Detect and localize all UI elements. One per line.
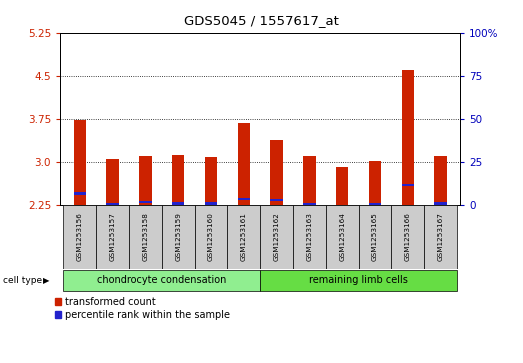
Bar	[260, 205, 293, 269]
Text: GSM1253158: GSM1253158	[142, 212, 149, 261]
Bar	[139, 156, 152, 205]
Bar	[369, 161, 381, 205]
Bar	[270, 140, 283, 205]
Bar	[293, 205, 326, 269]
Text: GSM1253160: GSM1253160	[208, 212, 214, 261]
Text: GSM1253159: GSM1253159	[175, 212, 181, 261]
Bar	[260, 270, 457, 291]
Bar	[205, 158, 217, 205]
Bar	[326, 205, 359, 269]
Bar	[434, 202, 447, 204]
Text: GSM1253157: GSM1253157	[110, 212, 116, 261]
Bar	[96, 205, 129, 269]
Bar	[402, 184, 414, 186]
Text: GSM1253166: GSM1253166	[405, 212, 411, 261]
Bar	[228, 205, 260, 269]
Bar	[195, 205, 228, 269]
Bar	[139, 201, 152, 203]
Bar	[205, 202, 217, 204]
Text: GSM1253167: GSM1253167	[438, 212, 444, 261]
Bar	[237, 197, 250, 200]
Text: GSM1253164: GSM1253164	[339, 212, 345, 261]
Bar	[270, 199, 283, 201]
Text: remaining limb cells: remaining limb cells	[309, 276, 408, 285]
Bar	[336, 206, 348, 208]
Bar	[369, 203, 381, 206]
Bar	[359, 205, 391, 269]
Bar	[74, 120, 86, 205]
Bar	[303, 203, 315, 205]
Bar	[162, 205, 195, 269]
Text: ▶: ▶	[43, 276, 50, 285]
Bar	[402, 70, 414, 205]
Bar	[434, 156, 447, 205]
Text: GSM1253165: GSM1253165	[372, 212, 378, 261]
Text: GSM1253161: GSM1253161	[241, 212, 247, 261]
Text: chondrocyte condensation: chondrocyte condensation	[97, 276, 226, 285]
Bar	[424, 205, 457, 269]
Bar	[63, 205, 96, 269]
Bar	[172, 155, 185, 205]
Bar	[74, 192, 86, 195]
Bar	[237, 123, 250, 205]
Bar	[303, 156, 315, 205]
Bar	[336, 167, 348, 205]
Text: GSM1253156: GSM1253156	[77, 212, 83, 261]
Bar	[391, 205, 424, 269]
Bar	[172, 202, 185, 204]
Bar	[106, 203, 119, 205]
Text: GSM1253162: GSM1253162	[274, 212, 280, 261]
Bar	[106, 159, 119, 205]
Text: cell type: cell type	[3, 276, 42, 285]
Text: GSM1253163: GSM1253163	[306, 212, 312, 261]
Text: GDS5045 / 1557617_at: GDS5045 / 1557617_at	[184, 15, 339, 28]
Bar	[63, 270, 260, 291]
Legend: transformed count, percentile rank within the sample: transformed count, percentile rank withi…	[54, 297, 230, 320]
Bar	[129, 205, 162, 269]
